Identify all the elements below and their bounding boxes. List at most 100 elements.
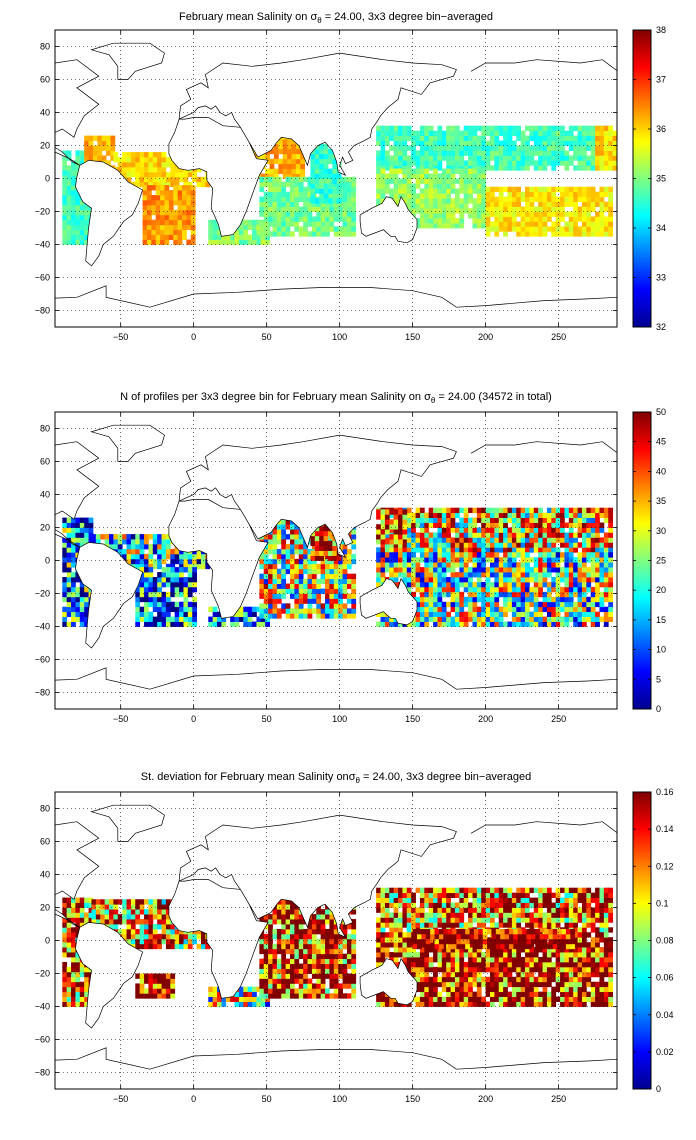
data-cell (428, 596, 434, 603)
data-cell (135, 586, 141, 593)
colorbar-tick-label: 45 (656, 437, 666, 447)
data-cell (263, 598, 269, 604)
data-cell (406, 621, 412, 627)
data-cell (415, 160, 421, 166)
data-cell (424, 208, 430, 214)
data-cell (161, 973, 167, 979)
data-cell (272, 948, 278, 955)
data-cell (428, 616, 434, 622)
data-cell (398, 178, 403, 184)
data-cell (599, 577, 605, 583)
data-cell (276, 568, 282, 575)
data-cell (170, 171, 176, 178)
data-cell (516, 196, 522, 202)
data-cell (555, 586, 561, 593)
data-cell (415, 130, 421, 136)
data-cell (142, 214, 148, 221)
data-cell (144, 558, 149, 565)
data-cell (577, 226, 583, 232)
data-cell (406, 572, 412, 578)
data-cell (608, 562, 614, 568)
data-cell (62, 150, 68, 156)
data-cell (398, 165, 403, 171)
data-cell (66, 185, 72, 191)
data-cell (165, 567, 171, 573)
data-cell (433, 145, 438, 151)
data-cell (325, 563, 330, 570)
data-cell (269, 148, 275, 155)
data-cell (380, 125, 386, 132)
data-cell (113, 899, 119, 905)
data-cell (586, 532, 592, 538)
data-cell (463, 188, 469, 194)
data-cell (411, 527, 416, 533)
data-cell (581, 547, 587, 553)
colorbar-tick-label: 38 (656, 25, 666, 35)
data-cell (446, 562, 451, 568)
data-cell (346, 593, 352, 599)
data-cell (303, 563, 308, 570)
data-cell (319, 535, 324, 542)
data-cell (402, 125, 408, 132)
data-cell (327, 198, 333, 204)
data-cell (590, 216, 596, 222)
data-cell (260, 996, 266, 1002)
data-cell (311, 563, 317, 570)
data-cell (595, 611, 600, 617)
data-cell (144, 567, 149, 573)
data-cell (71, 532, 76, 538)
data-cell (157, 166, 162, 173)
data-cell (342, 186, 348, 193)
data-cell (560, 527, 565, 533)
data-cell (268, 583, 273, 589)
data-cell (84, 135, 89, 141)
data-cell (577, 150, 583, 156)
data-cell (290, 176, 295, 183)
data-cell (520, 145, 526, 151)
data-cell (320, 563, 326, 570)
x-tick-label: 50 (262, 714, 272, 724)
data-cell (380, 552, 386, 558)
data-cell (433, 173, 438, 179)
data-cell (581, 221, 587, 227)
data-cell (66, 606, 72, 613)
data-cell (454, 601, 460, 608)
data-cell (161, 544, 167, 550)
data-cell (525, 542, 530, 548)
data-cell (66, 224, 72, 231)
data-cell (472, 567, 478, 573)
data-cell (380, 539, 386, 545)
data-cell (104, 904, 110, 910)
data-cell (259, 973, 265, 979)
data-cell (581, 140, 587, 146)
data-cell (454, 150, 460, 156)
data-cell (303, 613, 308, 619)
data-cell (398, 125, 403, 132)
data-cell (424, 193, 430, 199)
data-cell (327, 530, 333, 537)
data-cell (146, 239, 152, 245)
data-cell (135, 983, 141, 989)
data-cell (441, 601, 447, 608)
data-cell (272, 211, 278, 217)
data-cell (126, 924, 132, 930)
data-cell (117, 914, 123, 920)
data-cell (62, 947, 68, 953)
data-cell (560, 191, 565, 198)
data-cell (290, 534, 295, 540)
data-cell (307, 186, 313, 193)
data-cell (282, 163, 288, 169)
data-cell (533, 567, 539, 573)
data-cell (376, 155, 381, 161)
data-cell (75, 214, 81, 221)
data-cell (256, 219, 262, 226)
data-cell (468, 532, 473, 538)
data-cell (276, 588, 282, 594)
data-cell (152, 978, 158, 984)
data-cell (66, 219, 72, 226)
data-cell (586, 125, 592, 132)
data-cell (494, 552, 500, 558)
data-cell (346, 583, 352, 589)
data-cell (520, 547, 526, 553)
